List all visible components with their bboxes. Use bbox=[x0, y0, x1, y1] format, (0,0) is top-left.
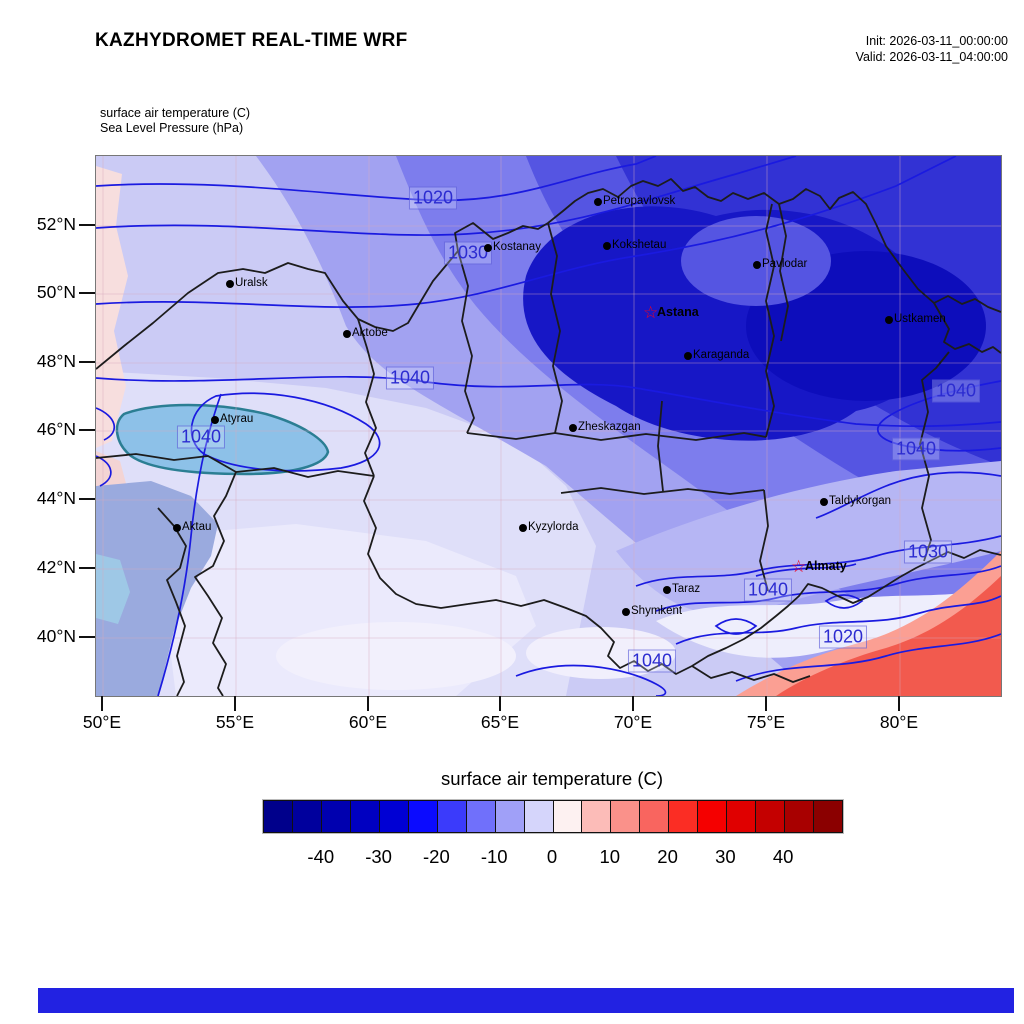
colorbar-cell bbox=[552, 801, 582, 832]
colorbar-cell bbox=[726, 801, 756, 832]
colorbar-cell bbox=[465, 801, 495, 832]
map-subtitle: surface air temperature (C) Sea Level Pr… bbox=[100, 106, 250, 136]
subtitle-temperature: surface air temperature (C) bbox=[100, 106, 251, 120]
colorbar-cell bbox=[697, 801, 727, 832]
colorbar-cell bbox=[784, 801, 814, 832]
colorbar-tick-label: -20 bbox=[423, 846, 450, 867]
lat-axis-tick bbox=[79, 361, 95, 363]
colorbar-cell bbox=[668, 801, 698, 832]
lat-axis-tick bbox=[79, 224, 95, 226]
colorbar-tick-label: 20 bbox=[657, 846, 678, 867]
colorbar-cell bbox=[639, 801, 669, 832]
weather-map bbox=[95, 155, 1002, 697]
colorbar-cell bbox=[581, 801, 611, 832]
temperature-field-warm bbox=[736, 551, 1001, 696]
colorbar-ticks: -40 -30 -20 -10 0 10 20 30 40 bbox=[0, 846, 1024, 876]
colorbar-cell bbox=[523, 801, 553, 832]
lat-axis-label: 42°N bbox=[36, 557, 76, 577]
colorbar-tick-label: -30 bbox=[365, 846, 392, 867]
lon-axis-label: 75°E bbox=[746, 712, 786, 732]
valid-time: Valid: 2026-03-11_04:00:00 bbox=[855, 50, 1008, 64]
colorbar-cell bbox=[320, 801, 350, 832]
init-time: Init: 2026-03-11_00:00:00 bbox=[865, 34, 1008, 48]
colorbar-cell bbox=[407, 801, 437, 832]
colorbar-tick-label: 40 bbox=[772, 846, 794, 867]
colorbar-cell bbox=[291, 801, 321, 832]
isobars bbox=[96, 156, 1001, 696]
lon-axis-tick bbox=[101, 696, 103, 711]
run-info: Init: 2026-03-11_00:00:00 Valid: 2026-03… bbox=[856, 33, 1008, 65]
lon-axis-tick bbox=[499, 696, 501, 711]
colorbar-tick-label: -40 bbox=[307, 846, 335, 867]
colorbar-tick-label: 10 bbox=[599, 846, 621, 867]
colorbar-tick-label: 0 bbox=[546, 846, 558, 867]
footer-bar bbox=[38, 988, 1014, 1013]
colorbar-cell bbox=[755, 801, 785, 832]
lat-axis-label: 50°N bbox=[36, 282, 76, 302]
lon-axis-tick bbox=[898, 696, 900, 711]
lon-axis-tick bbox=[367, 696, 369, 711]
lon-axis-label: 55°E bbox=[215, 712, 255, 732]
subtitle-pressure: Sea Level Pressure (hPa) bbox=[100, 121, 244, 135]
lat-axis-tick bbox=[79, 636, 95, 638]
lat-axis-label: 48°N bbox=[36, 351, 76, 371]
lon-axis-label: 70°E bbox=[613, 712, 653, 732]
lat-axis-tick bbox=[79, 429, 95, 431]
lon-axis-label: 80°E bbox=[879, 712, 919, 732]
page-title: KAZHYDROMET REAL-TIME WRF bbox=[95, 30, 408, 51]
colorbar-cell bbox=[610, 801, 640, 832]
colorbar-cell bbox=[264, 801, 292, 832]
lat-axis-label: 52°N bbox=[36, 214, 76, 234]
lon-axis-label: 50°E bbox=[82, 712, 122, 732]
caspian-sea bbox=[96, 403, 330, 696]
colorbar-title: surface air temperature (C) bbox=[440, 768, 664, 789]
lat-axis-tick bbox=[79, 292, 95, 294]
lon-axis-label: 60°E bbox=[348, 712, 388, 732]
lat-axis-label: 44°N bbox=[36, 488, 76, 508]
colorbar bbox=[263, 800, 843, 833]
graticule bbox=[96, 156, 1001, 696]
colorbar-cell bbox=[436, 801, 466, 832]
colorbar-cell bbox=[494, 801, 524, 832]
lon-axis-label: 65°E bbox=[480, 712, 520, 732]
colorbar-cell bbox=[813, 801, 843, 832]
lat-axis-label: 40°N bbox=[36, 626, 76, 646]
lat-axis-tick bbox=[79, 498, 95, 500]
map-graphic bbox=[96, 156, 1001, 696]
region-borders bbox=[96, 178, 1001, 696]
colorbar-cell bbox=[378, 801, 408, 832]
colorbar-cell bbox=[349, 801, 379, 832]
lon-axis-tick bbox=[234, 696, 236, 711]
colorbar-tick-label: 30 bbox=[715, 846, 736, 867]
colorbar-tick-label: -10 bbox=[480, 846, 508, 867]
lat-axis-tick bbox=[79, 567, 95, 569]
lon-axis-tick bbox=[765, 696, 767, 711]
lon-axis-tick bbox=[632, 696, 634, 711]
lat-axis-label: 46°N bbox=[36, 419, 76, 439]
